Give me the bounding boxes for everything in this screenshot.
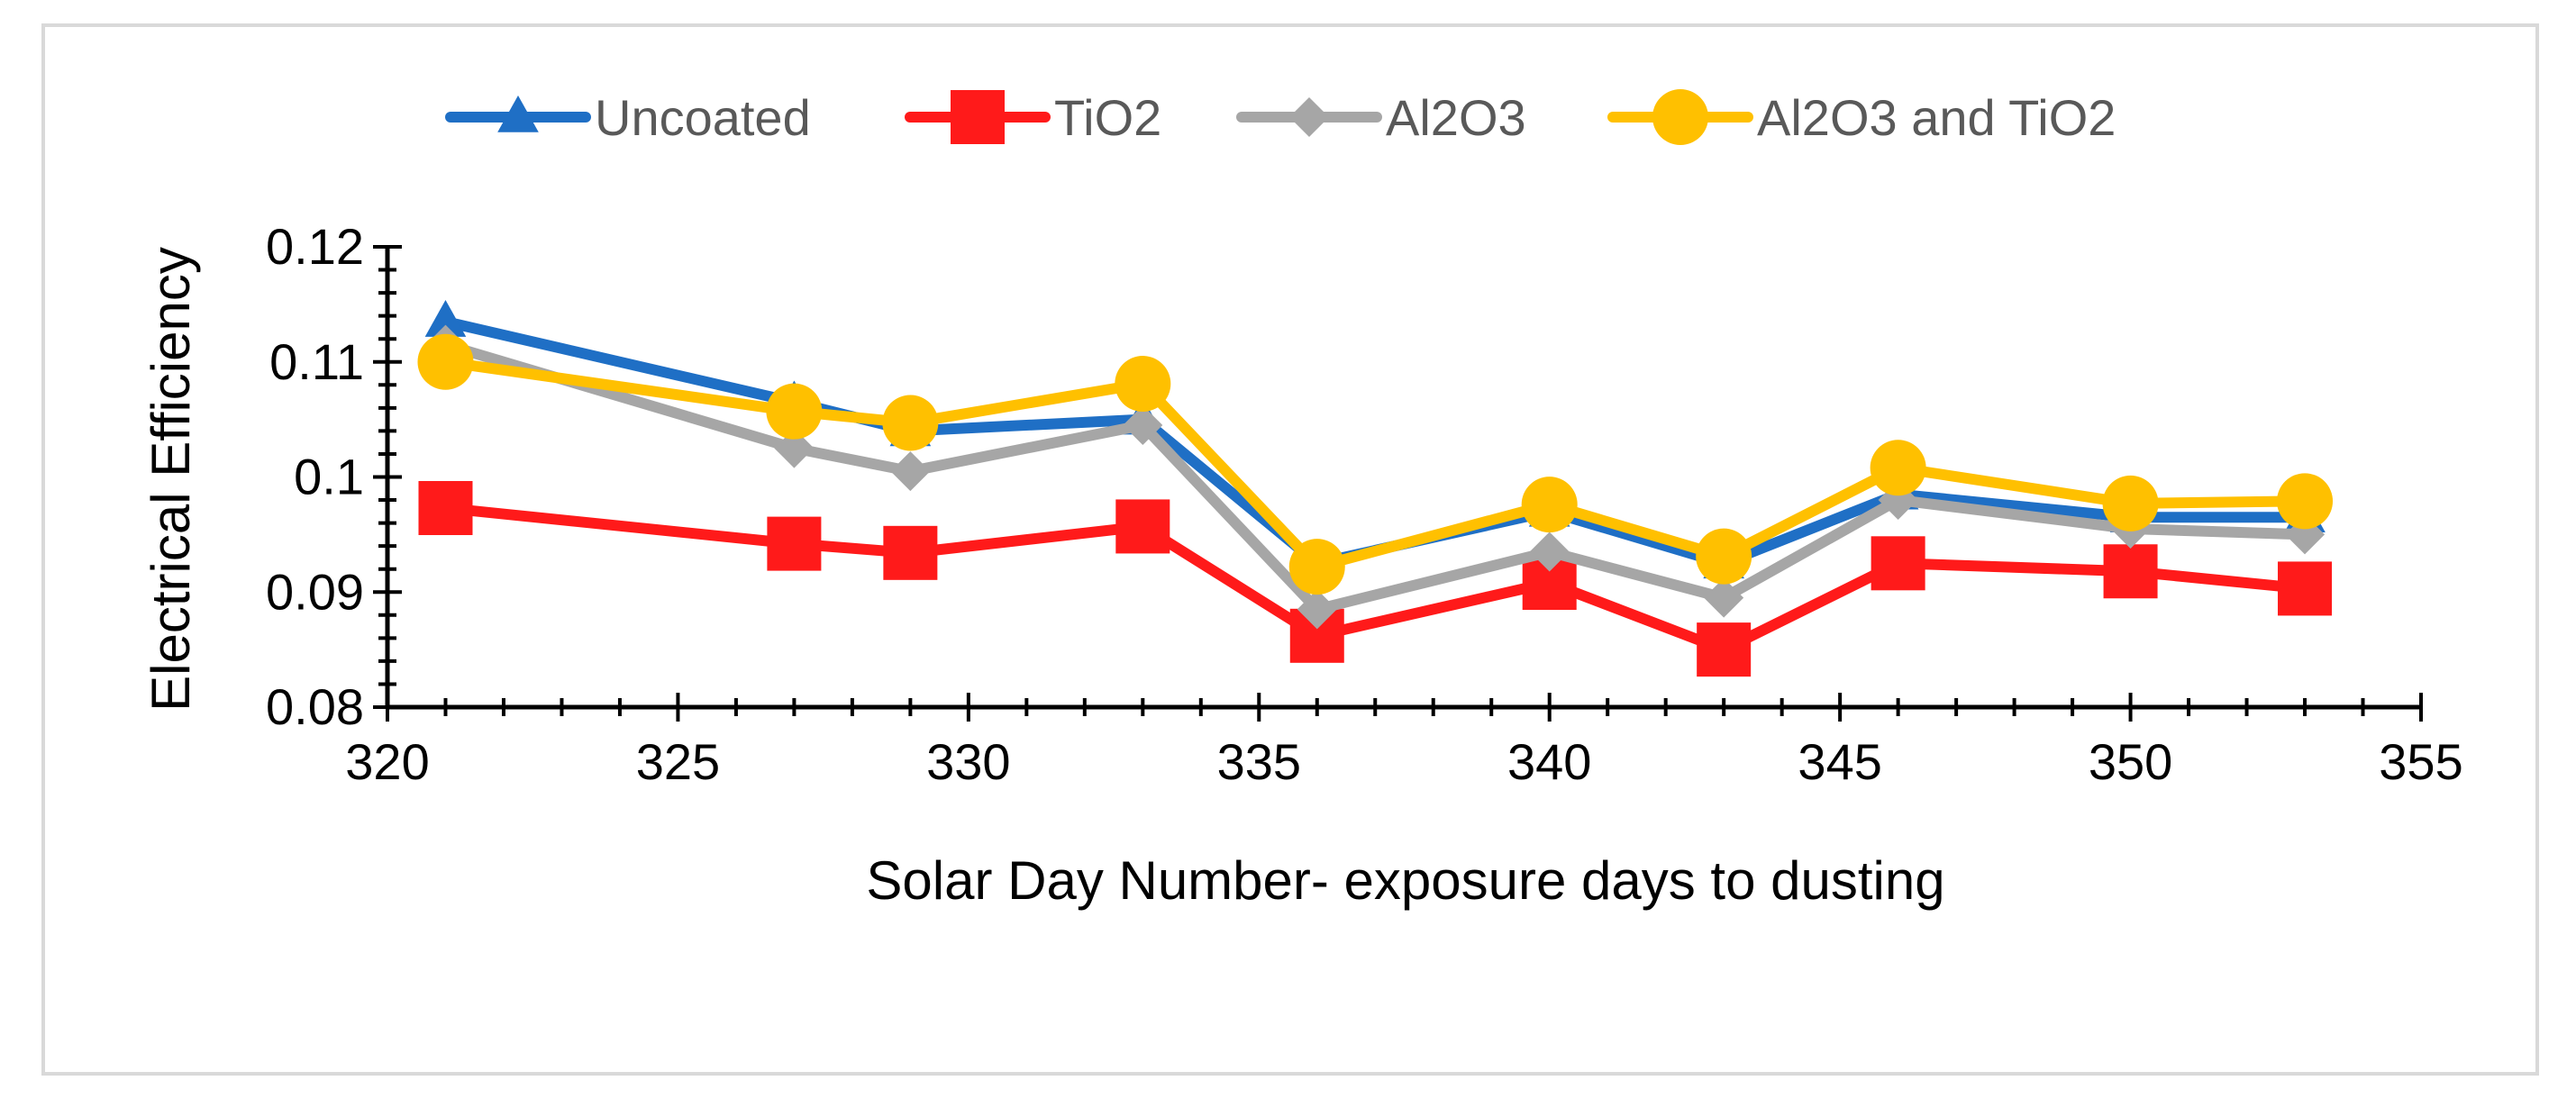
- legend-marker: [1289, 97, 1329, 137]
- data-point-tio2: [883, 525, 938, 580]
- data-point-tio2: [1115, 499, 1170, 554]
- x-tick-label: 325: [636, 733, 720, 790]
- data-point-al2o3-and-tio2: [417, 333, 474, 390]
- legend-item-uncoated: Uncoated: [445, 89, 811, 146]
- legend-item-al2o3-and-tio2: Al2O3 and TiO2: [1607, 89, 2116, 146]
- series-line-al2o3-and-tio2: [440, 356, 2311, 573]
- data-point-al2o3: [1297, 589, 1337, 630]
- series-al2o3-and-tio2: [417, 333, 2334, 595]
- y-tick-label: 0.1: [294, 449, 364, 505]
- x-tick-label: 330: [926, 733, 1010, 790]
- y-tick-label: 0.08: [266, 678, 364, 735]
- series-line-al2o3: [440, 339, 2311, 615]
- data-point-al2o3: [1704, 577, 1744, 618]
- data-point-al2o3: [1529, 531, 1570, 572]
- data-point-al2o3-and-tio2: [882, 395, 939, 451]
- data-point-tio2: [1697, 622, 1752, 677]
- x-tick-label: 340: [1507, 733, 1591, 790]
- legend-label: TiO2: [1054, 89, 1161, 146]
- data-point-al2o3-and-tio2: [1288, 539, 1345, 595]
- data-point-al2o3-and-tio2: [1696, 528, 1752, 585]
- legend-label: Al2O3: [1386, 89, 1526, 146]
- x-tick-label: 355: [2379, 733, 2462, 790]
- y-tick-label: 0.11: [269, 333, 364, 390]
- data-point-tio2: [2278, 561, 2333, 616]
- legend-item-tio2: TiO2: [905, 89, 1161, 146]
- series-tio2: [418, 480, 2333, 677]
- data-point-al2o3-and-tio2: [1521, 477, 1578, 533]
- series-line-tio2: [440, 502, 2311, 656]
- data-point-al2o3: [1123, 405, 1163, 446]
- data-point-tio2: [767, 516, 822, 571]
- data-point-al2o3-and-tio2: [766, 383, 823, 440]
- x-tick-label: 320: [345, 733, 429, 790]
- plot-area: [417, 300, 2334, 677]
- x-tick-label: 335: [1217, 733, 1301, 790]
- legend-label: Uncoated: [595, 89, 811, 146]
- data-point-uncoated: [424, 300, 467, 337]
- y-tick-label: 0.09: [266, 563, 364, 620]
- legend-marker: [497, 95, 539, 132]
- y-axis-title: Electrical Efficiency: [141, 247, 201, 712]
- data-point-tio2: [1871, 536, 1925, 591]
- x-axis-title: Solar Day Number- exposure days to dusti…: [866, 850, 1944, 911]
- x-tick-label: 345: [1798, 733, 1881, 790]
- legend-label: Al2O3 and TiO2: [1757, 89, 2116, 146]
- data-point-al2o3-and-tio2: [2277, 473, 2334, 530]
- data-point-al2o3: [890, 451, 931, 492]
- legend: Uncoated TiO2 Al2O3 Al2O3 and TiO2: [445, 89, 2116, 146]
- axes: 320 325 330 335 340 345 350 355 0.08 0.09 0.1 0.11 0…: [266, 218, 2463, 790]
- data-point-al2o3-and-tio2: [2102, 475, 2159, 531]
- data-point-al2o3-and-tio2: [1115, 356, 1171, 413]
- legend-marker: [951, 90, 1005, 144]
- data-point-al2o3-and-tio2: [1870, 440, 1926, 496]
- y-tick-label: 0.12: [266, 218, 364, 275]
- data-point-al2o3: [774, 428, 815, 468]
- series-line-uncoated: [440, 316, 2311, 569]
- data-point-tio2: [418, 480, 473, 535]
- legend-item-al2o3: Al2O3: [1236, 89, 1526, 146]
- x-tick-label: 350: [2089, 733, 2172, 790]
- data-point-tio2: [2103, 544, 2158, 599]
- legend-marker: [1652, 89, 1708, 145]
- series-al2o3: [425, 324, 2326, 630]
